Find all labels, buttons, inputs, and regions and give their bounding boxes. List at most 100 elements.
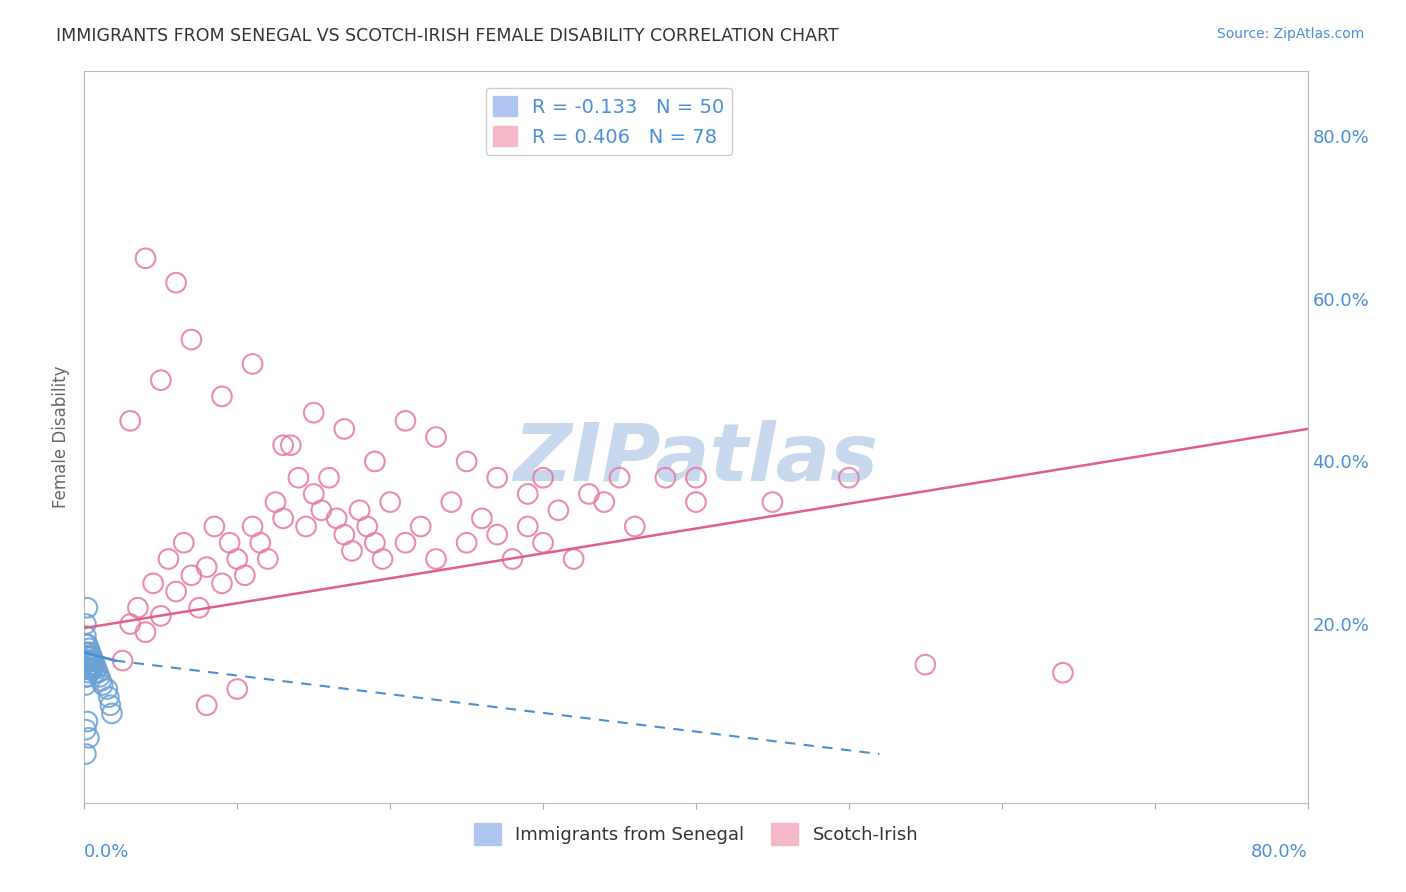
Point [75, 654, 97, 668]
Point [76, 714, 98, 729]
Point [76, 649, 98, 664]
Point [340, 544, 363, 558]
Point [89, 670, 111, 684]
Text: 0.0%: 0.0% [84, 843, 129, 861]
Point [218, 535, 240, 549]
Point [76, 645, 98, 659]
Point [685, 495, 707, 509]
Point [195, 698, 218, 713]
Point [242, 357, 264, 371]
Point [271, 511, 294, 525]
Point [77, 654, 100, 668]
Point [76, 637, 98, 651]
Point [486, 471, 509, 485]
Point [280, 438, 302, 452]
Point [149, 373, 172, 387]
Point [75, 723, 97, 737]
Point [75, 617, 97, 632]
Point [76, 654, 98, 668]
Point [440, 495, 463, 509]
Point [318, 471, 340, 485]
Point [295, 519, 318, 533]
Point [394, 535, 416, 549]
Point [562, 552, 585, 566]
Point [165, 276, 187, 290]
Point [425, 552, 447, 566]
Point [531, 471, 554, 485]
Point [75, 654, 97, 668]
Point [624, 519, 647, 533]
Point [84, 657, 107, 672]
Point [180, 333, 202, 347]
Point [547, 503, 569, 517]
Point [86, 662, 108, 676]
Point [456, 454, 478, 468]
Point [211, 576, 233, 591]
Point [654, 471, 676, 485]
Point [425, 430, 447, 444]
Text: ZIPatlas: ZIPatlas [513, 420, 879, 498]
Point [609, 471, 631, 485]
Point [394, 414, 416, 428]
Point [75, 662, 97, 676]
Point [157, 552, 180, 566]
Point [371, 552, 394, 566]
Point [173, 535, 195, 549]
Point [380, 495, 402, 509]
Point [75, 678, 97, 692]
Point [79, 645, 101, 659]
Point [333, 422, 356, 436]
Point [79, 654, 101, 668]
Point [287, 471, 309, 485]
Point [75, 629, 97, 643]
Point [233, 568, 256, 582]
Point [578, 487, 600, 501]
Point [76, 654, 98, 668]
Point [761, 495, 783, 509]
Point [111, 654, 134, 668]
Text: Source: ZipAtlas.com: Source: ZipAtlas.com [1216, 27, 1364, 41]
Point [96, 681, 118, 696]
Point [302, 406, 325, 420]
Point [75, 649, 97, 664]
Point [471, 511, 494, 525]
Point [87, 665, 110, 680]
Point [333, 527, 356, 541]
Point [685, 471, 707, 485]
Point [302, 487, 325, 501]
Point [364, 535, 387, 549]
Point [120, 617, 142, 632]
Point [409, 519, 432, 533]
Point [149, 608, 172, 623]
Point [531, 535, 554, 549]
Point [264, 495, 287, 509]
Point [202, 519, 225, 533]
Point [135, 625, 157, 640]
Point [75, 747, 97, 761]
Point [242, 519, 264, 533]
Point [76, 670, 98, 684]
Point [356, 519, 378, 533]
Point [142, 576, 165, 591]
Point [101, 706, 124, 721]
Point [226, 681, 249, 696]
Point [364, 454, 387, 468]
Point [76, 662, 98, 676]
Point [349, 503, 371, 517]
Point [79, 662, 101, 676]
Point [135, 252, 157, 266]
Point [502, 552, 524, 566]
Point [195, 560, 218, 574]
Point [77, 731, 100, 745]
Point [79, 654, 101, 668]
Point [226, 552, 249, 566]
Point [76, 600, 98, 615]
Point [84, 665, 107, 680]
Point [91, 678, 114, 692]
Point [80, 662, 103, 676]
Point [249, 535, 271, 549]
Point [486, 527, 509, 541]
Point [516, 519, 538, 533]
Point [127, 600, 149, 615]
Point [271, 438, 294, 452]
